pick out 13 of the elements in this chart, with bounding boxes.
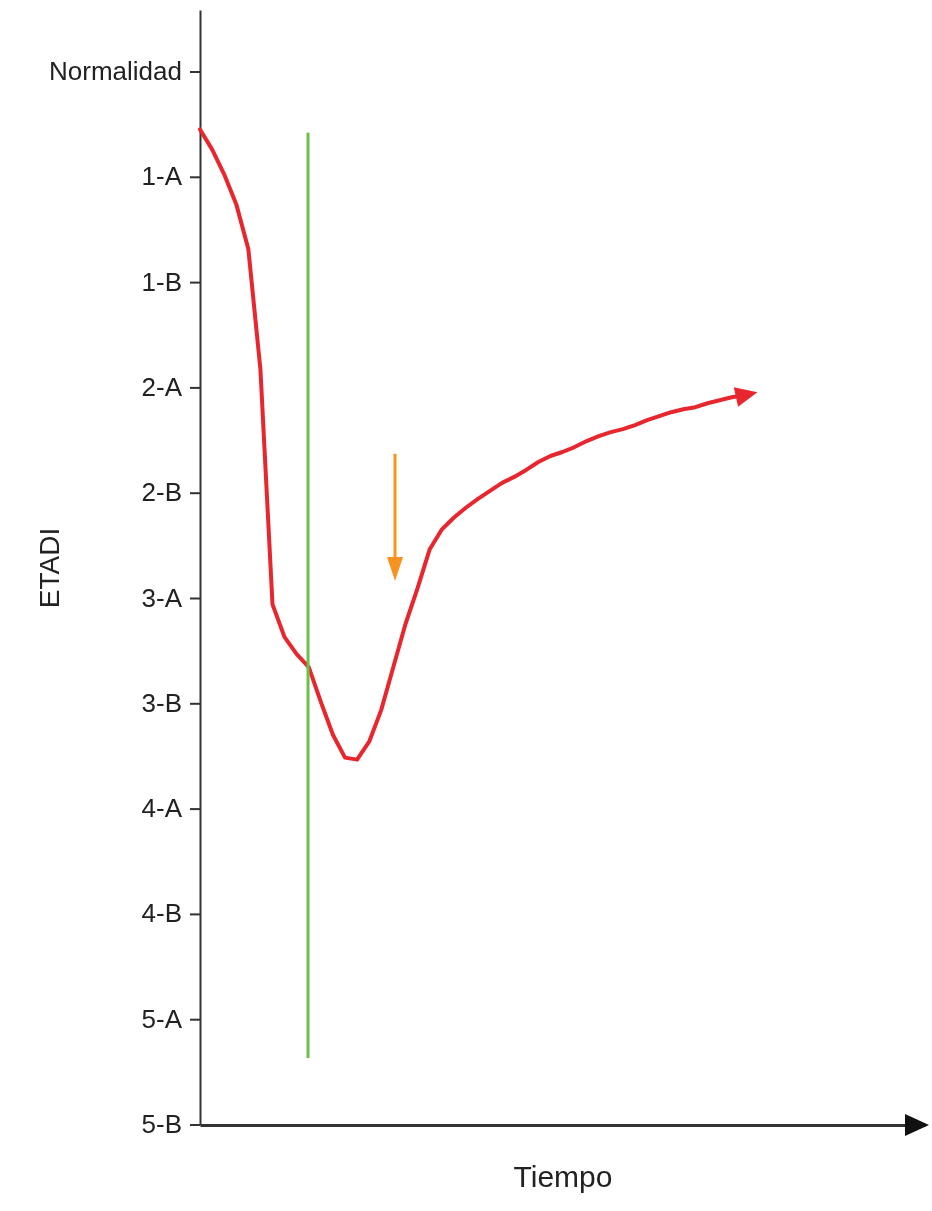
- y-axis-title: ETADI: [33, 527, 65, 609]
- text: 5-A: [141, 1003, 183, 1034]
- text: 4-B: [141, 898, 182, 929]
- text: 3-B: [141, 687, 182, 718]
- text: 2-A: [141, 371, 183, 402]
- text: Normalidad: [49, 56, 182, 86]
- text: 3-A: [141, 582, 183, 613]
- text: 1-A: [141, 161, 183, 192]
- text: 4-A: [141, 793, 183, 824]
- x-axis-title: Tiempo: [513, 1159, 613, 1193]
- text: 5-B: [141, 1109, 182, 1139]
- text: 1-B: [141, 266, 182, 297]
- text: 2-B: [141, 477, 182, 508]
